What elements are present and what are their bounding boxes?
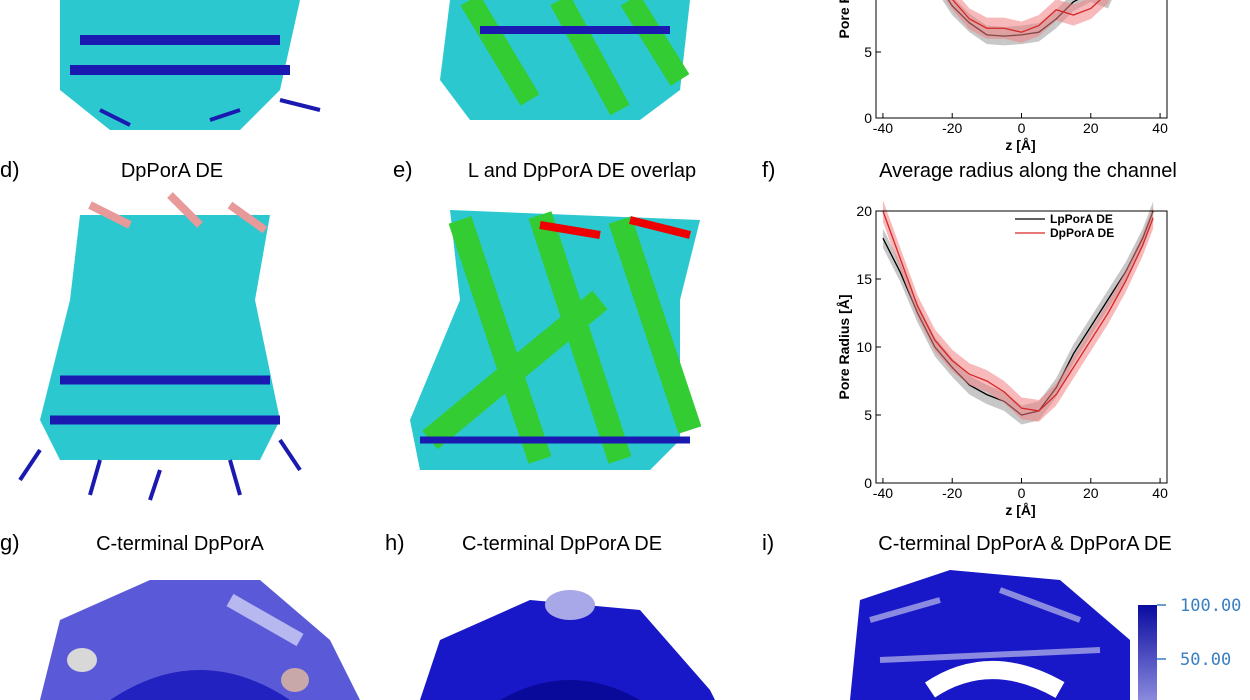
plot-area xyxy=(882,200,1154,425)
panel-label: g) xyxy=(0,530,20,555)
y-tick-label: 10 xyxy=(856,339,872,355)
chart: -40 -20 0 20 40 0 5 z [Å] Pore Radius [Å] xyxy=(836,0,1168,153)
plot-area xyxy=(942,0,1112,46)
x-tick-label: 0 xyxy=(1018,120,1026,136)
x-tick-label: 20 xyxy=(1083,120,1099,136)
panel-label: d) xyxy=(0,157,20,182)
x-tick-label: -40 xyxy=(873,120,893,136)
x-tick-label: -20 xyxy=(942,120,962,136)
x-tick-label: 0 xyxy=(1018,485,1026,501)
axes-frame xyxy=(875,210,1168,484)
panel-title: L and DpPorA DE overlap xyxy=(468,160,696,182)
error-band xyxy=(952,0,970,30)
y-axis-label: Pore Radius [Å] xyxy=(836,294,852,399)
ribbon-image-i xyxy=(850,570,1130,700)
panel-title: C-terminal DpPorA DE xyxy=(462,533,662,555)
x-tick-label: -40 xyxy=(873,485,893,501)
panel-title: Average radius along the channel xyxy=(879,160,1177,182)
legend-label: DpPorA DE xyxy=(1050,226,1114,240)
surface-image-g xyxy=(40,580,360,700)
error-band xyxy=(1108,0,1110,4)
error-band xyxy=(1073,0,1091,26)
panel-title: C-terminal DpPorA xyxy=(96,533,264,555)
protein-image-b xyxy=(440,0,690,120)
colorbar xyxy=(1138,605,1157,700)
x-axis-label: z [Å] xyxy=(1005,502,1035,518)
legend-label: LpPorA DE xyxy=(1050,212,1113,226)
panel-label: h) xyxy=(385,530,405,555)
panel-label: f) xyxy=(762,157,775,182)
y-tick-label: 0 xyxy=(864,110,872,126)
protein-image-e xyxy=(410,210,702,470)
panel-title: C-terminal DpPorA & DpPorA DE xyxy=(878,533,1171,555)
chart: -40 -20 0 20 40 0 5 10 15 20 z [Å] Pore Radius [Å] L… xyxy=(836,200,1168,518)
y-tick-label: 20 xyxy=(856,203,872,219)
protein-image-d xyxy=(18,192,302,501)
colorbar-tick-label: 100.00 xyxy=(1180,596,1241,616)
axes-frame xyxy=(875,0,1168,119)
series-line xyxy=(952,0,1101,33)
error-band xyxy=(945,0,953,10)
error-band xyxy=(1090,0,1109,19)
x-axis-label: z [Å] xyxy=(1005,137,1035,153)
error-band xyxy=(942,0,953,16)
panel-title: DpPorA DE xyxy=(121,160,223,182)
surface-image-h xyxy=(420,590,715,700)
panel-label: i) xyxy=(762,530,774,555)
x-tick-label: 40 xyxy=(1152,120,1168,136)
x-tick-label: -20 xyxy=(942,485,962,501)
x-tick-label: 20 xyxy=(1083,485,1099,501)
x-tick-label: 40 xyxy=(1152,485,1168,501)
y-tick-label: 0 xyxy=(864,475,872,491)
colorbar-tick-label: 50.00 xyxy=(1180,650,1231,670)
y-tick-label: 5 xyxy=(864,407,872,423)
y-tick-label: 5 xyxy=(864,44,872,60)
protein-image-a xyxy=(60,0,321,130)
y-axis-label: Pore Radius [Å] xyxy=(836,0,852,39)
series-line xyxy=(882,210,1154,412)
y-tick-label: 15 xyxy=(856,271,872,287)
panel-label: e) xyxy=(393,157,413,182)
error-band xyxy=(1108,0,1112,9)
